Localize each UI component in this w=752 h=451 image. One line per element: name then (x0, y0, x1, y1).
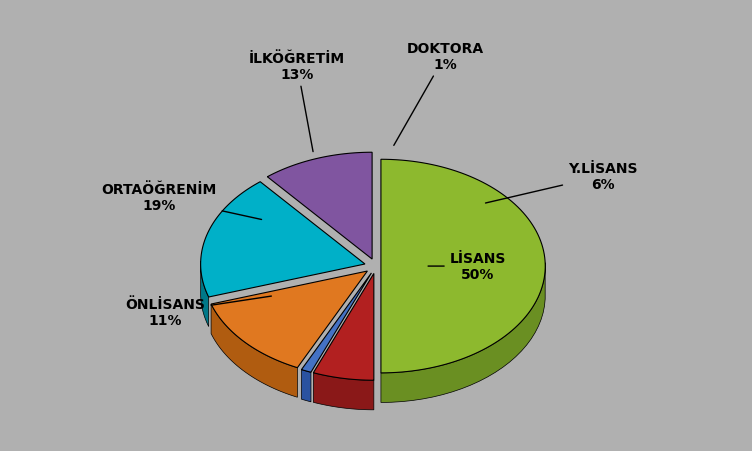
Polygon shape (302, 370, 311, 402)
Text: LİSANS
50%: LİSANS 50% (428, 251, 506, 281)
Polygon shape (314, 274, 374, 380)
Polygon shape (268, 153, 372, 259)
Polygon shape (201, 262, 208, 327)
Polygon shape (302, 273, 371, 373)
Polygon shape (211, 272, 368, 368)
Polygon shape (381, 263, 545, 403)
Text: Y.LİSANS
6%: Y.LİSANS 6% (486, 161, 638, 203)
Text: ÖNLİSANS
11%: ÖNLİSANS 11% (126, 296, 271, 327)
Polygon shape (381, 160, 545, 373)
Polygon shape (201, 182, 365, 297)
Text: ORTAÖĞRENİM
19%: ORTAÖĞRENİM 19% (102, 183, 262, 220)
Text: İLKÖĞRETİM
13%: İLKÖĞRETİM 13% (249, 51, 345, 152)
Polygon shape (211, 304, 297, 397)
Polygon shape (314, 373, 374, 410)
Text: DOKTORA
1%: DOKTORA 1% (394, 41, 484, 146)
